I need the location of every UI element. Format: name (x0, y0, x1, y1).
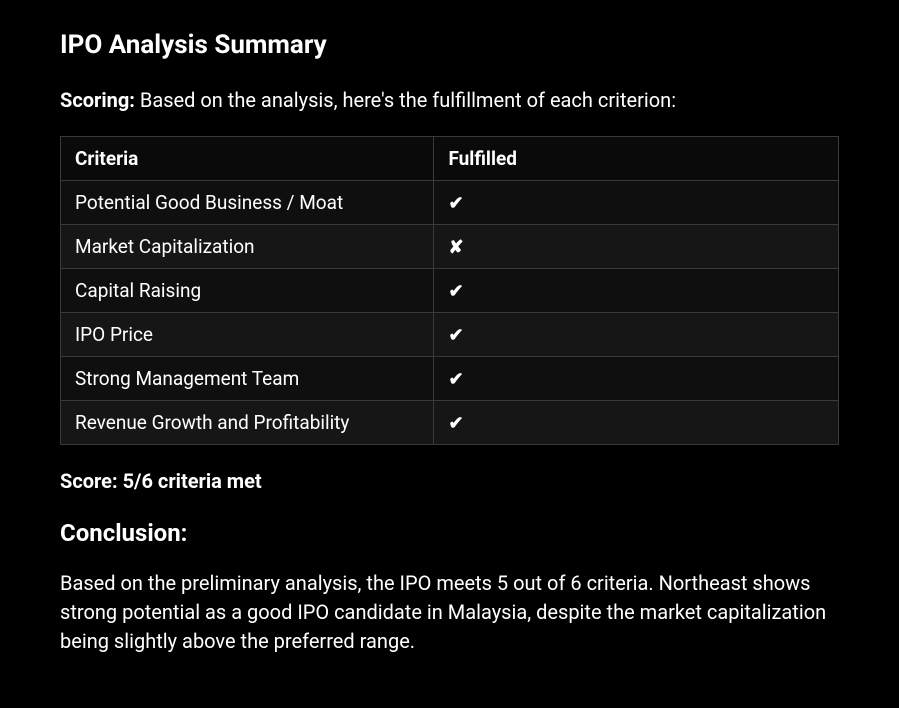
criteria-cell: Market Capitalization (61, 225, 434, 269)
table-header-row: Criteria Fulfilled (61, 137, 839, 181)
table-row: IPO Price ✔ (61, 313, 839, 357)
scoring-description: Based on the analysis, here's the fulfil… (140, 88, 676, 112)
fulfilled-cell: ✔ (434, 181, 839, 225)
check-icon: ✔ (448, 281, 463, 302)
table-row: Revenue Growth and Profitability ✔ (61, 401, 839, 445)
fulfilled-cell: ✘ (434, 225, 839, 269)
table-row: Potential Good Business / Moat ✔ (61, 181, 839, 225)
fulfilled-cell: ✔ (434, 401, 839, 445)
check-icon: ✔ (448, 193, 463, 214)
check-icon: ✔ (448, 413, 463, 434)
fulfilled-cell: ✔ (434, 313, 839, 357)
criteria-cell: IPO Price (61, 313, 434, 357)
cross-icon: ✘ (448, 237, 463, 258)
table-row: Strong Management Team ✔ (61, 357, 839, 401)
criteria-table: Criteria Fulfilled Potential Good Busine… (60, 136, 839, 445)
criteria-cell: Revenue Growth and Profitability (61, 401, 434, 445)
check-icon: ✔ (448, 369, 463, 390)
fulfilled-cell: ✔ (434, 269, 839, 313)
header-criteria: Criteria (61, 137, 434, 181)
score-summary: Score: 5/6 criteria met (60, 469, 839, 493)
fulfilled-cell: ✔ (434, 357, 839, 401)
scoring-line: Scoring: Based on the analysis, here's t… (60, 88, 839, 112)
table-row: Capital Raising ✔ (61, 269, 839, 313)
check-icon: ✔ (448, 325, 463, 346)
conclusion-text: Based on the preliminary analysis, the I… (60, 569, 839, 656)
header-fulfilled: Fulfilled (434, 137, 839, 181)
table-row: Market Capitalization ✘ (61, 225, 839, 269)
criteria-cell: Potential Good Business / Moat (61, 181, 434, 225)
page-title: IPO Analysis Summary (60, 30, 839, 60)
scoring-label: Scoring: (60, 88, 135, 112)
criteria-cell: Capital Raising (61, 269, 434, 313)
conclusion-heading: Conclusion: (60, 519, 839, 547)
criteria-cell: Strong Management Team (61, 357, 434, 401)
